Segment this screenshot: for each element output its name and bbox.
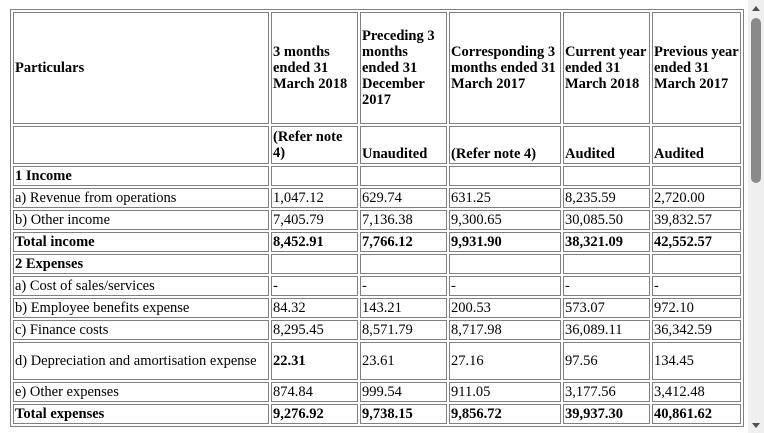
row-label: a) Revenue from operations (13, 188, 269, 208)
scroll-up-arrow-icon[interactable] (748, 0, 764, 16)
row-value-col4: - (563, 276, 650, 296)
row-value-col5: 972.10 (652, 298, 741, 318)
table-row: Total expenses 9,276.92 9,738.15 9,856.72 39… (13, 404, 741, 424)
scroll-down-arrow-icon[interactable] (748, 417, 764, 433)
row-value-col5 (652, 254, 741, 274)
col5-header: Previous year ended 31 March 2017 (652, 12, 741, 124)
col4-header: Current year ended 31 March 2018 (563, 12, 650, 124)
row-value-col2: 8,571.79 (360, 320, 447, 340)
row-value-col2: 7,766.12 (360, 232, 447, 252)
row-label: 1 Income (13, 166, 269, 186)
col4-subheader: Audited (563, 126, 650, 164)
row-value-col3: 911.05 (449, 382, 561, 402)
row-value-col4: 3,177.56 (563, 382, 650, 402)
row-value-col3 (449, 166, 561, 186)
row-label: c) Finance costs (13, 320, 269, 340)
table-row: 2 Expenses (13, 254, 741, 274)
row-value-col4 (563, 166, 650, 186)
row-value-col3 (449, 254, 561, 274)
row-value-col5: - (652, 276, 741, 296)
row-value-col2: 143.21 (360, 298, 447, 318)
row-value-col1 (271, 254, 358, 274)
row-label: 2 Expenses (13, 254, 269, 274)
row-label: a) Cost of sales/services (13, 276, 269, 296)
row-value-col1: 8,295.45 (271, 320, 358, 340)
row-value-col2: 629.74 (360, 188, 447, 208)
row-value-col5 (652, 166, 741, 186)
row-value-col5: 3,412.48 (652, 382, 741, 402)
row-label: d) Depreciation and amortisation expense (13, 342, 269, 380)
financial-results-table: Particulars 3 months ended 31 March 2018… (10, 9, 744, 427)
col3-subheader: (Refer note 4) (449, 126, 561, 164)
row-value-col5: 2,720.00 (652, 188, 741, 208)
row-value-col1: 1,047.12 (271, 188, 358, 208)
row-value-col4: 39,937.30 (563, 404, 650, 424)
row-value-col4: 97.56 (563, 342, 650, 380)
table-row: a) Revenue from operations 1,047.12 629.74… (13, 188, 741, 208)
col3-header: Corresponding 3 months ended 31 March 20… (449, 12, 561, 124)
row-label: Total income (13, 232, 269, 252)
row-value-col2: 9,738.15 (360, 404, 447, 424)
row-value-col1: 84.32 (271, 298, 358, 318)
scrollbar-thumb[interactable] (751, 18, 761, 183)
table-row: a) Cost of sales/services - - - - - (13, 276, 741, 296)
row-value-col2: 999.54 (360, 382, 447, 402)
row-value-col4: 38,321.09 (563, 232, 650, 252)
header-row: Particulars 3 months ended 31 March 2018… (13, 12, 741, 124)
row-value-col3: 631.25 (449, 188, 561, 208)
row-value-col3: 9,931.90 (449, 232, 561, 252)
row-value-col1: 22.31 (271, 342, 358, 380)
table-row: Total income 8,452.91 7,766.12 9,931.90 38,3… (13, 232, 741, 252)
col1-subheader: (Refer note 4) (271, 126, 358, 164)
col5-subheader: Audited (652, 126, 741, 164)
row-label: e) Other expenses (13, 382, 269, 402)
row-value-col2: 7,136.38 (360, 210, 447, 230)
row-value-col4: 573.07 (563, 298, 650, 318)
row-label: b) Employee benefits expense (13, 298, 269, 318)
col2-subheader: Unaudited (360, 126, 447, 164)
row-value-col5: 39,832.57 (652, 210, 741, 230)
row-value-col1: - (271, 276, 358, 296)
row-value-col3: 200.53 (449, 298, 561, 318)
row-value-col1: 8,452.91 (271, 232, 358, 252)
row-value-col1: 9,276.92 (271, 404, 358, 424)
row-value-col4 (563, 254, 650, 274)
document-viewport: Particulars 3 months ended 31 March 2018… (10, 9, 744, 427)
row-value-col2: 23.61 (360, 342, 447, 380)
particulars-header: Particulars (13, 12, 269, 124)
row-label: Total expenses (13, 404, 269, 424)
row-value-col4: 30,085.50 (563, 210, 650, 230)
row-label: b) Other income (13, 210, 269, 230)
row-value-col1: 7,405.79 (271, 210, 358, 230)
row-value-col3: 8,717.98 (449, 320, 561, 340)
subheader-row: (Refer note 4) Unaudited (Refer note 4) … (13, 126, 741, 164)
row-value-col3: 9,856.72 (449, 404, 561, 424)
row-value-col5: 134.45 (652, 342, 741, 380)
table-row: 1 Income (13, 166, 741, 186)
row-value-col5: 36,342.59 (652, 320, 741, 340)
table-row: c) Finance costs 8,295.45 8,571.79 8,717.98… (13, 320, 741, 340)
table-row: d) Depreciation and amortisation expense… (13, 342, 741, 380)
row-value-col1: 874.84 (271, 382, 358, 402)
row-value-col1 (271, 166, 358, 186)
col1-header: 3 months ended 31 March 2018 (271, 12, 358, 124)
row-value-col2: - (360, 276, 447, 296)
col2-header: Preceding 3 months ended 31 December 201… (360, 12, 447, 124)
table-row: b) Other income 7,405.79 7,136.38 9,300.65 3… (13, 210, 741, 230)
table-row: b) Employee benefits expense 84.32 143.21 2… (13, 298, 741, 318)
row-value-col5: 40,861.62 (652, 404, 741, 424)
row-value-col2 (360, 166, 447, 186)
row-value-col3: 9,300.65 (449, 210, 561, 230)
table-row: e) Other expenses 874.84 999.54 911.05 3,177… (13, 382, 741, 402)
row-value-col3: 27.16 (449, 342, 561, 380)
row-value-col3: - (449, 276, 561, 296)
row-value-col4: 36,089.11 (563, 320, 650, 340)
vertical-scrollbar[interactable] (748, 0, 764, 433)
row-value-col4: 8,235.59 (563, 188, 650, 208)
row-value-col2 (360, 254, 447, 274)
row-value-col5: 42,552.57 (652, 232, 741, 252)
particulars-subheader-empty (13, 126, 269, 164)
